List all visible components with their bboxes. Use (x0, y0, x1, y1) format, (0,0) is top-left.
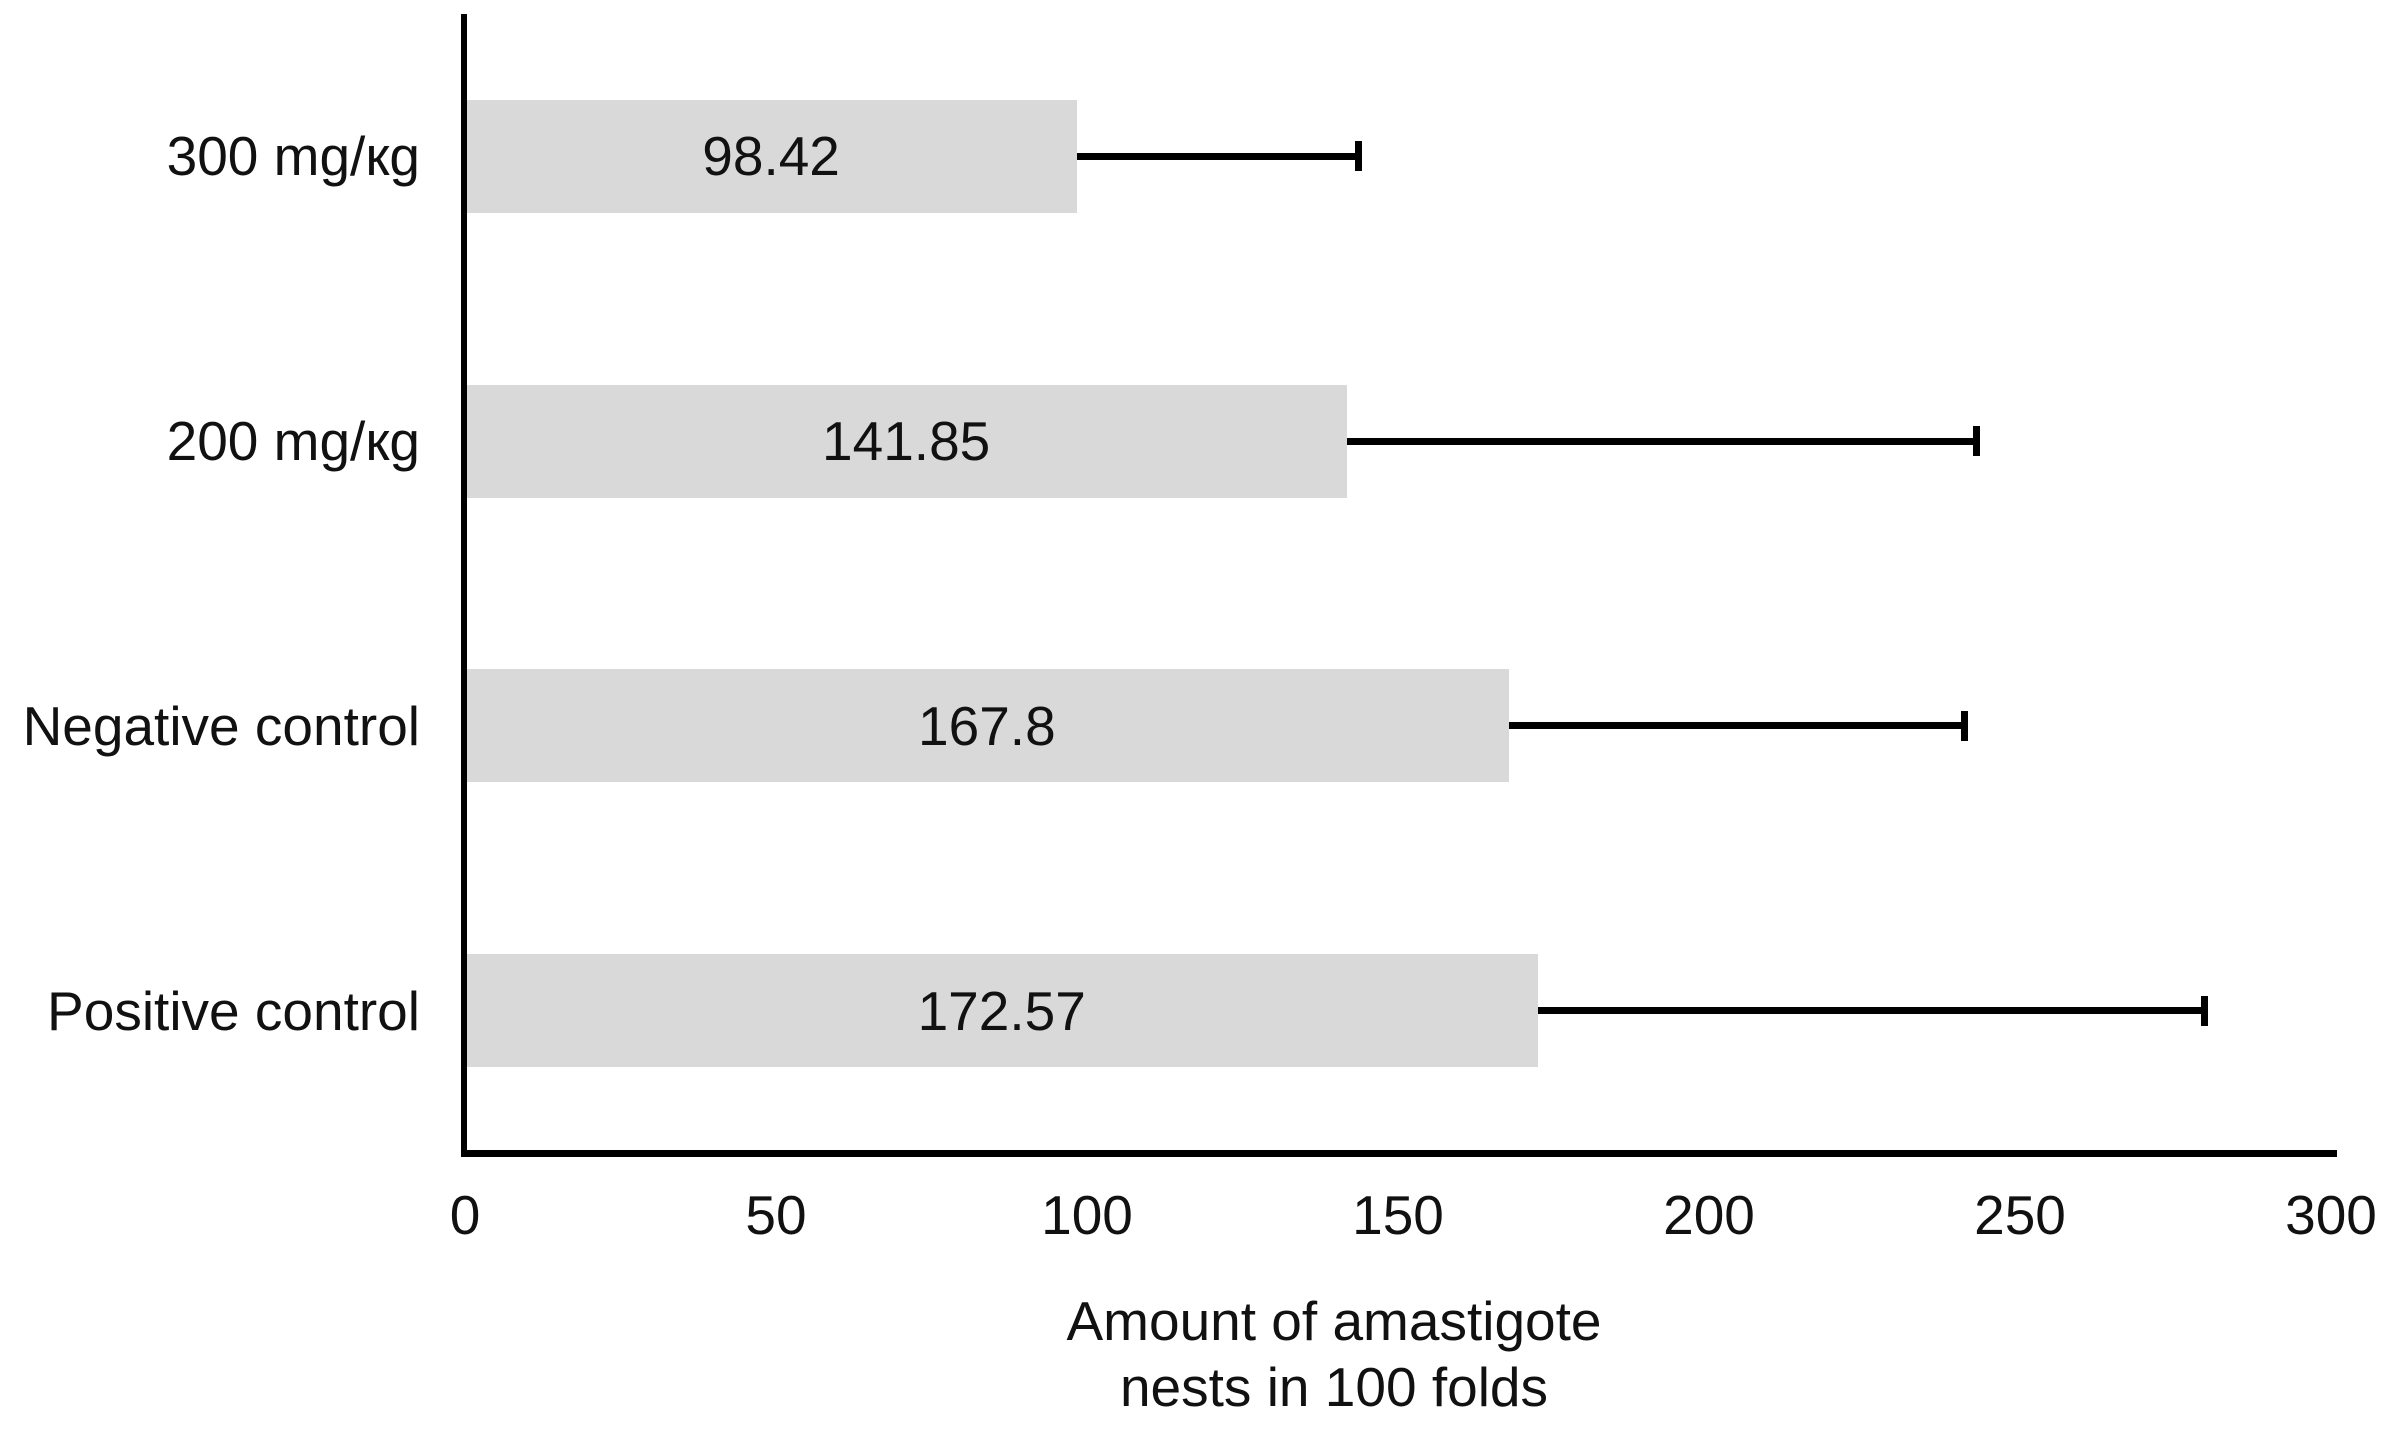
bar-value-label-1: 141.85 (822, 410, 991, 473)
x-tick-label-200: 200 (1663, 1184, 1755, 1246)
x-tick-label-150: 150 (1352, 1184, 1444, 1246)
x-axis-title-line1: Amount of amastigote (1066, 1290, 1602, 1352)
x-axis-line (461, 1150, 2337, 1157)
error-bar-cap-2 (1961, 710, 1969, 741)
bar-value-label-2: 167.8 (918, 694, 1056, 757)
x-tick-label-0: 0 (449, 1184, 481, 1246)
bar-value-label-3: 172.57 (917, 979, 1086, 1042)
error-bar-line-1 (1347, 437, 1977, 445)
error-bar-line-2 (1508, 722, 1965, 730)
category-label-3: Positive control (47, 979, 420, 1042)
bar-2 (465, 669, 1509, 783)
x-axis-title-line2: nests in 100 folds (1119, 1356, 1549, 1418)
x-tick-label-50: 50 (745, 1184, 807, 1246)
error-bar-cap-0 (1354, 141, 1362, 172)
y-axis-line (461, 14, 467, 1157)
category-label-1: 200 mg/кg (166, 410, 420, 473)
error-bar-line-0 (1077, 152, 1359, 160)
category-label-0: 300 mg/кg (166, 125, 420, 188)
category-label-2: Negative control (22, 694, 420, 757)
bar-0 (465, 99, 1078, 213)
bar-3 (465, 954, 1539, 1068)
x-tick-label-100: 100 (1041, 1184, 1133, 1246)
bar-1 (465, 384, 1348, 498)
x-tick-label-300: 300 (2285, 1184, 2377, 1246)
error-bar-cap-1 (1972, 426, 1980, 457)
x-axis-title: Amount of amastigote nests in 100 folds (834, 1288, 1834, 1420)
error-bar-line-3 (1538, 1007, 2205, 1015)
bar-value-label-0: 98.42 (702, 125, 840, 188)
error-bar-cap-3 (2201, 995, 2209, 1026)
x-tick-label-250: 250 (1974, 1184, 2066, 1246)
